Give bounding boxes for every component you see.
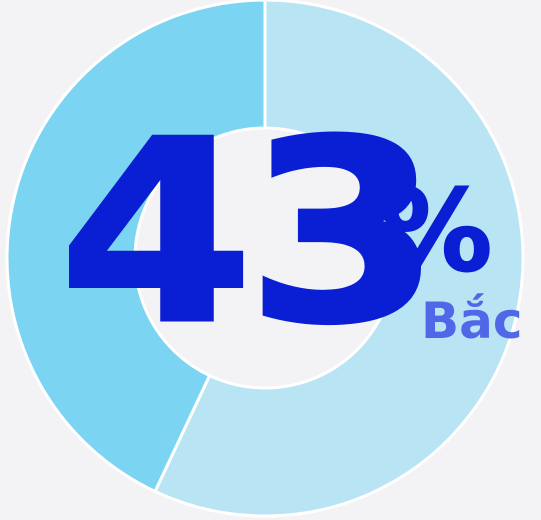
donut-slice-1 <box>5 0 267 494</box>
center-value: 43 <box>56 87 443 380</box>
center-unit: % <box>379 167 493 297</box>
donut-slices <box>5 0 525 518</box>
donut-slice-2 <box>153 0 525 518</box>
center-label: Bắc <box>421 292 523 350</box>
